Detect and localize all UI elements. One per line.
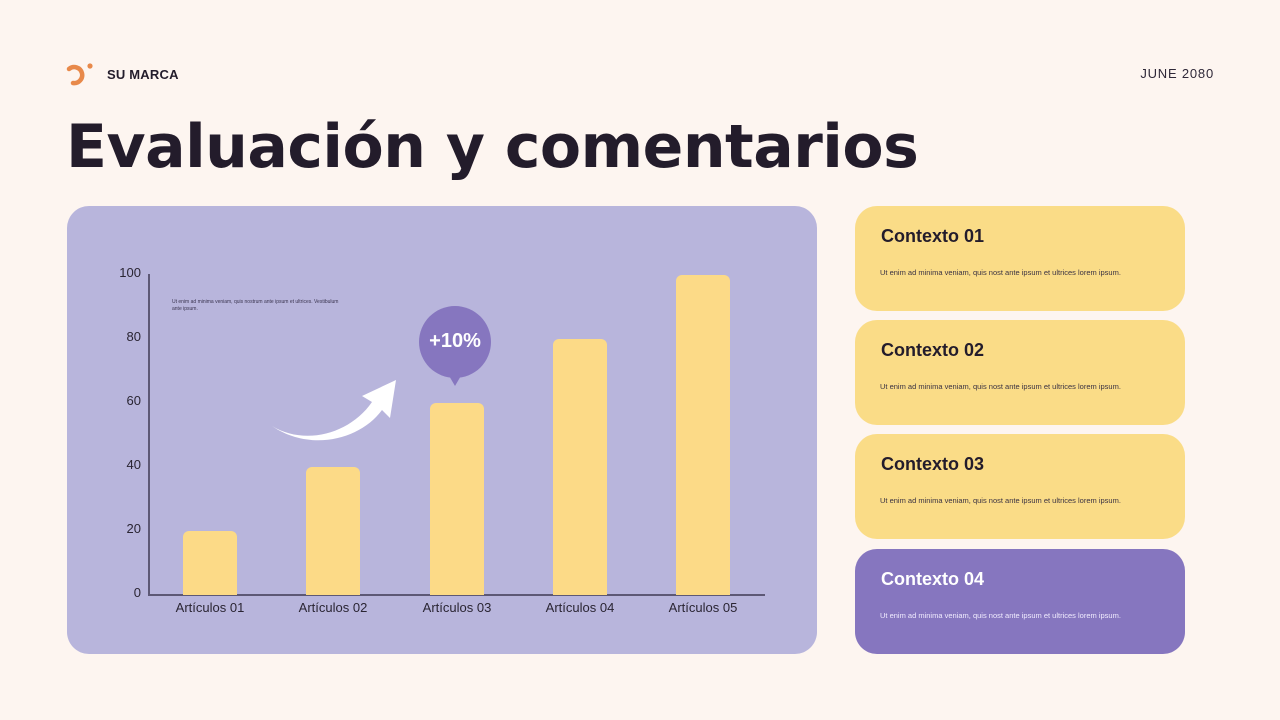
y-tick-100: 100: [119, 265, 141, 280]
page-title: Evaluación y comentarios: [66, 112, 919, 182]
brand: SU MARCA: [66, 62, 179, 86]
context-title: Contexto 02: [881, 340, 985, 360]
context-title: Contexto 04: [881, 569, 985, 589]
bar-articulos-01: [183, 531, 237, 595]
y-tick-80: 80: [126, 329, 141, 344]
y-tick-60: 60: [126, 393, 141, 408]
bar-chart-panel: 100 80 60 40 20 0 Ut enim ad minima veni…: [67, 206, 817, 654]
x-label-articulos-05: Artículos 05: [668, 600, 738, 615]
y-tick-40: 40: [126, 457, 141, 472]
speech-bubble-icon: [419, 306, 491, 386]
growth-badge-label: +10%: [429, 330, 481, 352]
context-card-04: Contexto 04 Ut enim ad minima veniam, qu…: [855, 549, 1185, 654]
bar-articulos-02: [306, 467, 360, 595]
brand-logo-icon: [66, 62, 94, 86]
x-label-articulos-03: Artículos 03: [422, 600, 492, 615]
brand-name: SU MARCA: [107, 66, 179, 82]
growth-arrow-icon: [270, 374, 400, 449]
x-label-articulos-02: Artículos 02: [298, 600, 368, 615]
growth-badge: +10%: [419, 306, 491, 388]
context-text: Ut enim ad minima veniam, quis nost ante…: [880, 611, 1121, 620]
bar-articulos-04: [553, 339, 607, 595]
date-label: JUNE 2080: [1140, 66, 1214, 81]
y-axis: [148, 274, 150, 595]
context-title: Contexto 03: [881, 454, 985, 474]
bar-articulos-05: [676, 275, 730, 595]
x-label-articulos-04: Artículos 04: [545, 600, 615, 615]
context-text: Ut enim ad minima veniam, quis nost ante…: [880, 268, 1121, 277]
x-label-articulos-01: Artículos 01: [175, 600, 245, 615]
context-card-03: Contexto 03 Ut enim ad minima veniam, qu…: [855, 434, 1185, 539]
bar-articulos-03: [430, 403, 484, 595]
y-tick-20: 20: [126, 521, 141, 536]
chart-note: Ut enim ad minima veniam, quis nostrum a…: [172, 299, 339, 312]
context-text: Ut enim ad minima veniam, quis nost ante…: [880, 382, 1121, 391]
context-card-02: Contexto 02 Ut enim ad minima veniam, qu…: [855, 320, 1185, 425]
context-text: Ut enim ad minima veniam, quis nost ante…: [880, 496, 1121, 505]
context-card-01: Contexto 01 Ut enim ad minima veniam, qu…: [855, 206, 1185, 311]
context-title: Contexto 01: [881, 226, 985, 246]
y-tick-0: 0: [133, 585, 141, 600]
